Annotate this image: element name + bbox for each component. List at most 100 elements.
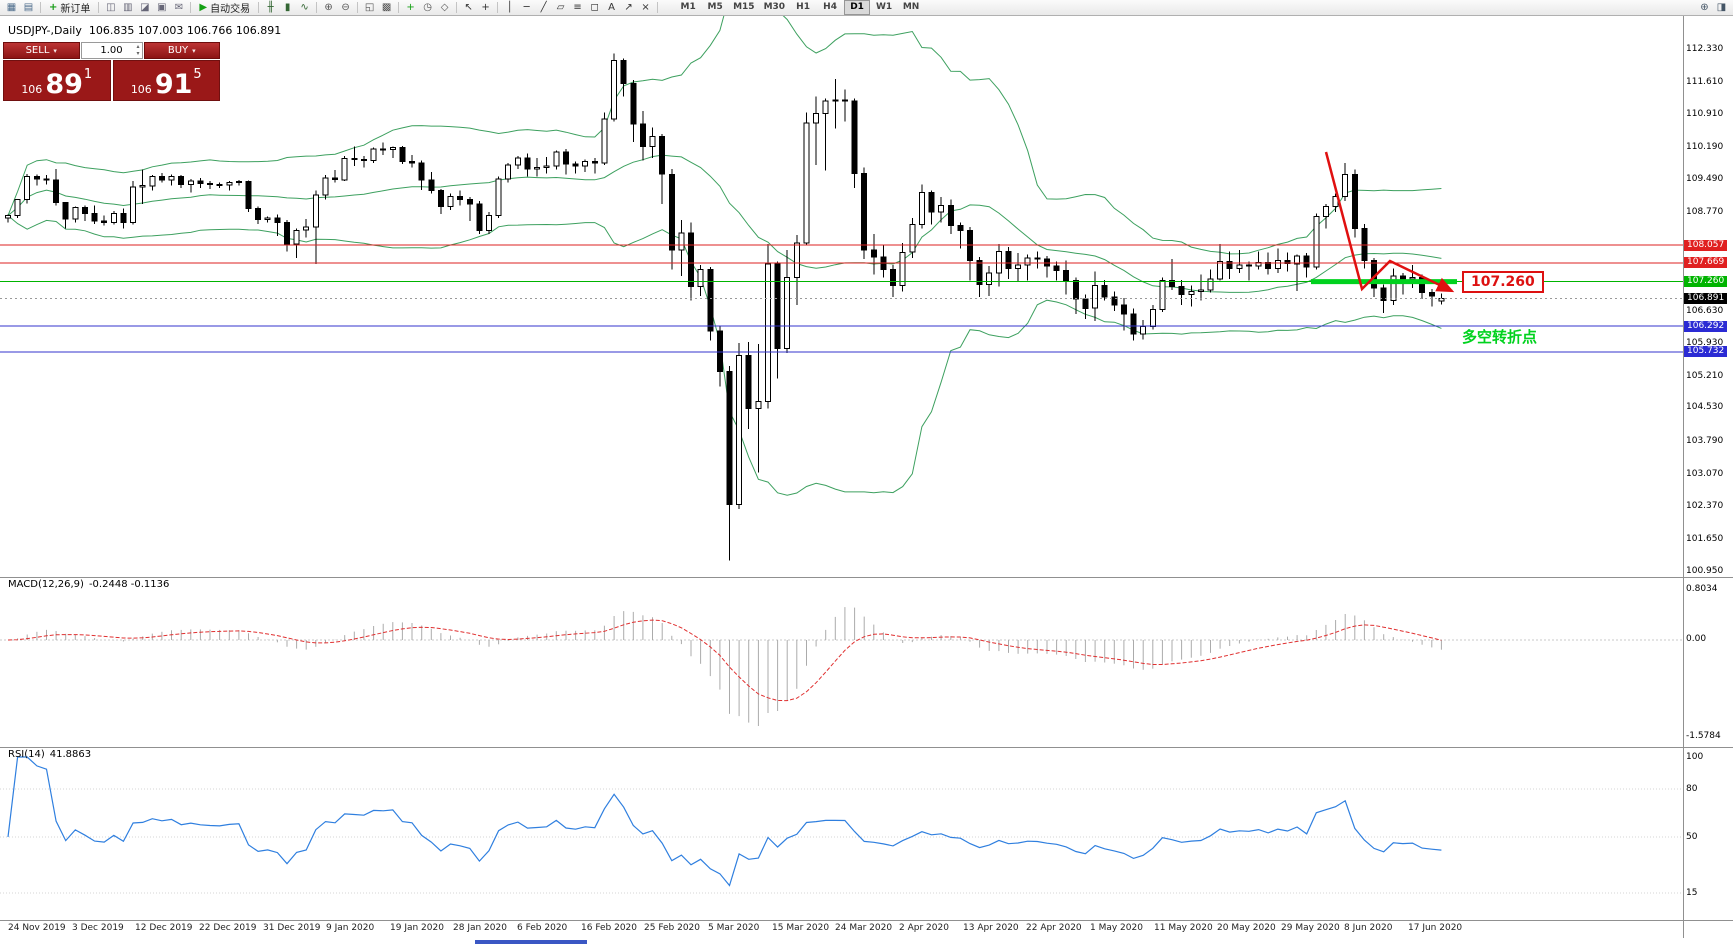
main-toolbar: ⊕ ◨ ▦ ▤ + 新订单 ◫ ▥ ◪ ▣ ✉ ▶ 自动交易 ╫ ▮ ∿ ⊕ ⊖ ◱ ▩ + ◷ ◇ ↖ + │ ─ ╱ ▱ ≡ ◻ A ↗ ×…: [0, 0, 1733, 16]
date-label: 17 Jun 2020: [1408, 923, 1463, 933]
ask-price-tile[interactable]: 106 91 5: [112, 60, 220, 101]
date-label: 9 Jan 2020: [326, 923, 375, 933]
bid-price-tile[interactable]: 106 89 1: [3, 60, 111, 101]
macd-name: MACD(12,26,9): [8, 579, 84, 590]
macd-axis-label: 0.00: [1686, 634, 1707, 644]
toolbar-separator: [258, 2, 260, 13]
zoom-in-right-icon[interactable]: ⊕: [1700, 2, 1709, 13]
navigator-icon[interactable]: ◪: [140, 1, 150, 13]
buy-options-caret-icon[interactable]: ▾: [192, 46, 196, 55]
date-label: 20 May 2020: [1217, 923, 1276, 933]
price-tick: 111.610: [1686, 77, 1724, 88]
timeframe-m30[interactable]: M30: [763, 2, 786, 12]
price-tick: 102.370: [1686, 501, 1724, 512]
shapes-icon[interactable]: ◻: [590, 1, 599, 13]
sell-button-label: SELL: [25, 45, 50, 56]
period-clock-icon[interactable]: ◷: [423, 1, 432, 13]
toolbar-separator: [657, 2, 659, 13]
data-window-icon[interactable]: ▥: [123, 1, 133, 13]
text-icon[interactable]: A: [608, 1, 616, 13]
bar-chart-icon[interactable]: ╫: [267, 1, 274, 13]
delete-objects-icon[interactable]: ×: [641, 1, 650, 13]
timeframe-m1[interactable]: M1: [680, 2, 696, 12]
price-tick: 103.790: [1686, 435, 1724, 446]
toolbar-separator: [357, 2, 359, 13]
price-tick: 105.930: [1686, 337, 1724, 348]
macd-axis-label: 0.8034: [1686, 584, 1718, 594]
line-chart-icon[interactable]: ∿: [300, 1, 309, 13]
ask-pips: 91: [154, 69, 193, 101]
date-label: 24 Nov 2019: [8, 923, 66, 933]
new-order-button[interactable]: + 新订单: [44, 1, 95, 16]
timeframe-d1[interactable]: D1: [844, 0, 871, 15]
timeframe-w1[interactable]: W1: [875, 2, 893, 12]
tile-windows-icon[interactable]: ◱: [364, 1, 375, 13]
bid-integer: 106: [21, 82, 43, 96]
macd-values: -0.2448 -0.1136: [88, 579, 170, 590]
date-label: 22 Apr 2020: [1026, 923, 1082, 933]
market-watch-icon[interactable]: ◫: [106, 1, 116, 13]
price-axis[interactable]: 112.330 111.610 110.910 110.190 109.490 108.7…: [1684, 16, 1733, 938]
volume-step-down-icon[interactable]: ▾: [136, 50, 140, 57]
timeframe-h1[interactable]: H1: [796, 2, 810, 12]
date-label: 22 Dec 2019: [199, 923, 257, 933]
chart-profiles-icon[interactable]: ▤: [23, 1, 34, 13]
macd-label: MACD(12,26,9) -0.2448 -0.1136: [8, 579, 169, 590]
zoom-in-icon[interactable]: ⊕: [324, 1, 333, 13]
sell-button[interactable]: SELL ▾: [3, 42, 80, 59]
volume-value: 1.00: [100, 45, 123, 56]
bottom-strip: [475, 940, 587, 944]
price-tick: 101.650: [1686, 534, 1724, 545]
date-label: 13 Apr 2020: [963, 923, 1019, 933]
price-callout-box[interactable]: 107.260: [1462, 270, 1544, 293]
timeframe-m15[interactable]: M15: [733, 2, 755, 12]
date-label: 16 Feb 2020: [581, 923, 638, 933]
buy-button[interactable]: BUY ▾: [143, 42, 220, 59]
channel-icon[interactable]: ▱: [556, 1, 565, 13]
rsi-axis-label: 100: [1686, 752, 1704, 762]
cursor-icon[interactable]: ↖: [464, 1, 473, 13]
price-tick: 105.210: [1686, 370, 1724, 381]
add-indicator-icon[interactable]: +: [406, 1, 415, 13]
new-chart-icon[interactable]: ▦: [6, 1, 17, 13]
mail-icon[interactable]: ✉: [174, 1, 184, 13]
auto-trading-button[interactable]: ▶ 自动交易: [194, 1, 255, 16]
volume-step-up-icon[interactable]: ▴: [136, 43, 140, 50]
fibonacci-icon[interactable]: ≡: [573, 1, 582, 13]
date-label: 11 May 2020: [1154, 923, 1213, 933]
volume-stepper[interactable]: ▴ ▾: [136, 43, 139, 57]
date-label: 28 Jan 2020: [453, 923, 507, 933]
cascade-windows-icon[interactable]: ▩: [381, 1, 392, 13]
timeframe-h4[interactable]: H4: [823, 2, 837, 12]
date-label: 6 Feb 2020: [517, 923, 568, 933]
price-tick: 110.910: [1686, 109, 1724, 120]
date-label: 19 Jan 2020: [390, 923, 444, 933]
price-tick: 112.330: [1686, 44, 1724, 54]
toolbar-separator: [456, 2, 458, 13]
price-tick: 100.950: [1686, 566, 1724, 577]
volume-input[interactable]: 1.00 ▴ ▾: [80, 42, 143, 59]
trendline-icon[interactable]: ╱: [540, 1, 547, 13]
timeframe-m5[interactable]: M5: [707, 2, 723, 12]
arrows-icon[interactable]: ↗: [624, 1, 633, 13]
vertical-line-icon[interactable]: │: [506, 1, 513, 13]
buy-button-label: BUY: [167, 45, 189, 56]
chart-ohlc-values: 106.835 107.003 106.766 106.891: [88, 24, 282, 37]
pivot-annotation-text[interactable]: 多空转折点: [1462, 328, 1538, 346]
date-label: 1 May 2020: [1090, 923, 1143, 933]
date-label: 8 Jun 2020: [1344, 923, 1393, 933]
terminal-icon[interactable]: ▣: [157, 1, 167, 13]
candlestick-chart-icon[interactable]: ▮: [284, 1, 291, 13]
horizontal-line-icon[interactable]: ─: [523, 1, 530, 13]
zoom-out-icon[interactable]: ⊖: [341, 1, 350, 13]
templates-icon[interactable]: ◇: [440, 1, 449, 13]
crosshair-icon[interactable]: +: [481, 1, 490, 13]
date-axis[interactable]: 24 Nov 2019 3 Dec 2019 12 Dec 2019 22 Dec 2…: [0, 921, 1733, 938]
chart-window-icon[interactable]: ◨: [1716, 2, 1727, 13]
sell-options-caret-icon[interactable]: ▾: [53, 46, 57, 55]
timeframe-mn[interactable]: MN: [902, 2, 920, 12]
chart-symbol-period: USDJPY-,Daily: [8, 24, 82, 37]
bid-pips: 89: [45, 69, 83, 101]
